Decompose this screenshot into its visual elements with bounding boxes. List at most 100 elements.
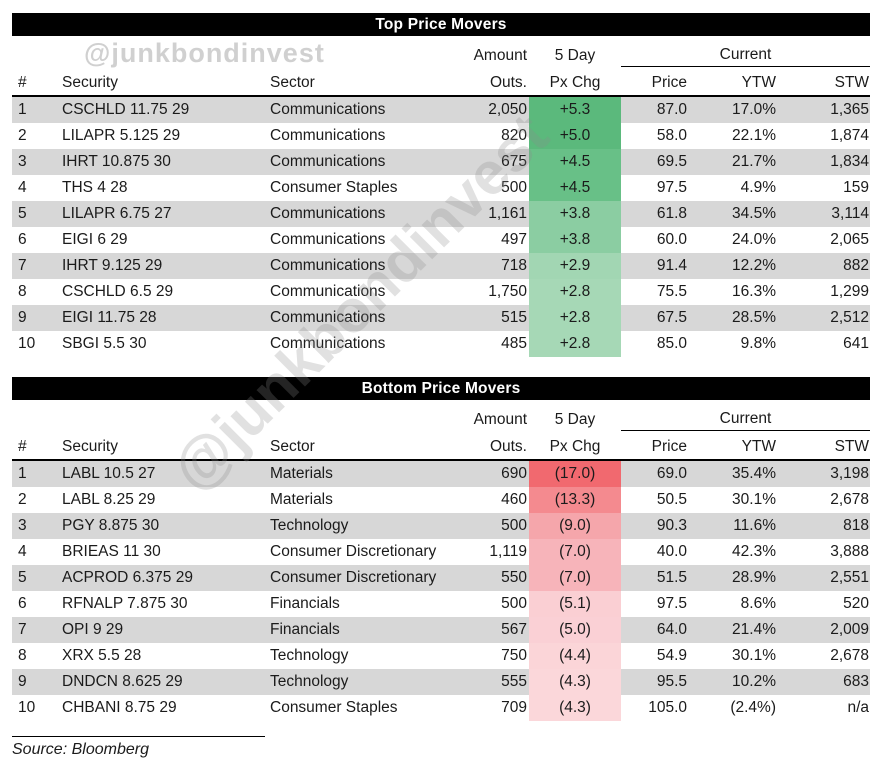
cell-ytw: 12.2% bbox=[689, 253, 778, 279]
header-current-group: Current bbox=[621, 38, 871, 67]
cell-chg: +5.3 bbox=[529, 96, 621, 123]
cell-security: IHRT 9.125 29 bbox=[54, 253, 266, 279]
header-security: Security bbox=[62, 438, 118, 455]
cell-stw: 2,512 bbox=[778, 305, 871, 331]
cell-chg: (4.4) bbox=[529, 643, 621, 669]
table-row: 10 SBGI 5.5 30 Communications 485 +2.8 85.0 9.… bbox=[12, 331, 870, 357]
header-chg: Px Chg bbox=[549, 74, 601, 91]
cell-ytw: 42.3% bbox=[732, 543, 776, 560]
cell-chg: (7.0) bbox=[529, 565, 621, 591]
cell-security: BRIEAS 11 30 bbox=[62, 543, 161, 560]
cell-amount: 2,050 bbox=[462, 96, 529, 123]
cell-security: CSCHLD 6.5 29 bbox=[62, 283, 174, 300]
table-row: 8 CSCHLD 6.5 29 Communications 1,750 +2.8 75.… bbox=[12, 279, 870, 305]
cell-stw: 1,299 bbox=[830, 283, 870, 300]
cell-stw: 2,009 bbox=[778, 617, 871, 643]
cell-stw: 2,678 bbox=[830, 491, 870, 508]
header-stw: STW bbox=[834, 438, 870, 455]
header-current-group: Current bbox=[621, 402, 871, 431]
cell-sector: Communications bbox=[266, 96, 462, 123]
cell-security: CSCHLD 11.75 29 bbox=[54, 96, 266, 123]
cell-amount: 709 bbox=[501, 699, 527, 716]
cell-ytw: 4.9% bbox=[740, 179, 776, 196]
header-row: # Security Sector Outs. Px Chg Price YTW… bbox=[12, 67, 871, 96]
header-spacer bbox=[12, 38, 462, 67]
cell-security: ACPROD 6.375 29 bbox=[54, 565, 266, 591]
cell-ytw: 30.1% bbox=[732, 647, 776, 664]
cell-sector: Consumer Staples bbox=[270, 179, 398, 196]
cell-chg: +2.8 bbox=[529, 279, 621, 305]
cell-num: 7 bbox=[12, 617, 54, 643]
cell-chg: (4.3) bbox=[529, 669, 621, 695]
table-row: 8 XRX 5.5 28 Technology 750 (4.4) 54.9 30.1% 2,… bbox=[12, 643, 870, 669]
cell-ytw: 21.4% bbox=[689, 617, 778, 643]
cell-num: 1 bbox=[12, 460, 54, 487]
table-row: 3 PGY 8.875 30 Technology 500 (9.0) 90.3 11.6%… bbox=[12, 513, 871, 539]
cell-num: 6 bbox=[18, 231, 27, 248]
cell-ytw: 9.8% bbox=[740, 335, 776, 352]
cell-security: IHRT 10.875 30 bbox=[54, 149, 266, 175]
cell-stw: n/a bbox=[847, 699, 870, 716]
table-row: 10 CHBANI 8.75 29 Consumer Staples 709 (4.3)… bbox=[12, 695, 870, 721]
header-amount: Outs. bbox=[489, 74, 527, 91]
header-spacer bbox=[12, 402, 462, 431]
cell-num: 4 bbox=[18, 543, 27, 560]
cell-security: LABL 10.5 27 bbox=[54, 460, 266, 487]
cell-security: DNDCN 8.625 29 bbox=[54, 669, 266, 695]
cell-security: LABL 8.25 29 bbox=[62, 491, 156, 508]
movers-table-bottom: Amount 5 Day Current # Security Sector O… bbox=[12, 402, 871, 721]
table-row: 3 IHRT 10.875 30 Communications 675 +4.5 69.5… bbox=[12, 149, 871, 175]
cell-ytw: 28.9% bbox=[689, 565, 778, 591]
cell-sector: Technology bbox=[266, 669, 462, 695]
cell-sector: Materials bbox=[270, 491, 333, 508]
header-amount-group: Amount bbox=[473, 46, 527, 64]
cell-chg: +3.8 bbox=[529, 227, 621, 253]
cell-amount: 550 bbox=[462, 565, 529, 591]
cell-ytw: 8.6% bbox=[740, 595, 776, 612]
cell-stw: 1,365 bbox=[778, 96, 871, 123]
cell-price: 69.5 bbox=[621, 149, 689, 175]
header-num: # bbox=[18, 438, 27, 455]
header-stw: STW bbox=[834, 74, 870, 91]
cell-security: RFNALP 7.875 30 bbox=[62, 595, 188, 612]
cell-amount: 820 bbox=[501, 127, 527, 144]
header-chg-group: 5 Day bbox=[554, 46, 596, 64]
cell-stw: 1,834 bbox=[778, 149, 871, 175]
table-row: 5 ACPROD 6.375 29 Consumer Discretionary 55… bbox=[12, 565, 871, 591]
cell-num: 6 bbox=[18, 595, 27, 612]
cell-price: 75.5 bbox=[656, 283, 687, 300]
cell-price: 69.0 bbox=[621, 460, 689, 487]
cell-sector: Consumer Discretionary bbox=[266, 565, 462, 591]
cell-num: 10 bbox=[18, 699, 36, 716]
header-group-row: Amount 5 Day Current bbox=[12, 402, 871, 431]
cell-ytw: 30.1% bbox=[732, 491, 776, 508]
cell-amount: 485 bbox=[501, 335, 527, 352]
table-row: 2 LABL 8.25 29 Materials 460 (13.3) 50.5 30.1%… bbox=[12, 487, 870, 513]
cell-ytw: 16.3% bbox=[732, 283, 776, 300]
cell-chg: (13.3) bbox=[529, 487, 621, 513]
cell-num: 8 bbox=[18, 647, 27, 664]
cell-chg: +3.8 bbox=[529, 201, 621, 227]
cell-sector: Communications bbox=[266, 305, 462, 331]
cell-stw: 683 bbox=[778, 669, 871, 695]
cell-sector: Financials bbox=[266, 617, 462, 643]
cell-sector: Communications bbox=[266, 201, 462, 227]
table-title-bottom: Bottom Price Movers bbox=[12, 377, 870, 400]
cell-chg: (17.0) bbox=[529, 460, 621, 487]
cell-amount: 515 bbox=[462, 305, 529, 331]
cell-security: THS 4 28 bbox=[62, 179, 128, 196]
cell-amount: 500 bbox=[501, 179, 527, 196]
header-num: # bbox=[18, 74, 27, 91]
cell-sector: Communications bbox=[266, 253, 462, 279]
table-row: 9 DNDCN 8.625 29 Technology 555 (4.3) 95.5 10.… bbox=[12, 669, 871, 695]
cell-price: 61.8 bbox=[621, 201, 689, 227]
header-sector: Sector bbox=[270, 74, 315, 91]
cell-num: 7 bbox=[12, 253, 54, 279]
cell-ytw: 28.5% bbox=[689, 305, 778, 331]
footer-divider bbox=[12, 736, 265, 737]
table-row: 4 THS 4 28 Consumer Staples 500 +4.5 97.5 4.9%… bbox=[12, 175, 870, 201]
table-body-top: 1 CSCHLD 11.75 29 Communications 2,050 +5.3 8… bbox=[12, 96, 871, 357]
cell-amount: 460 bbox=[501, 491, 527, 508]
table-row: 7 OPI 9 29 Financials 567 (5.0) 64.0 21.4% 2,00… bbox=[12, 617, 871, 643]
cell-sector: Technology bbox=[266, 513, 462, 539]
